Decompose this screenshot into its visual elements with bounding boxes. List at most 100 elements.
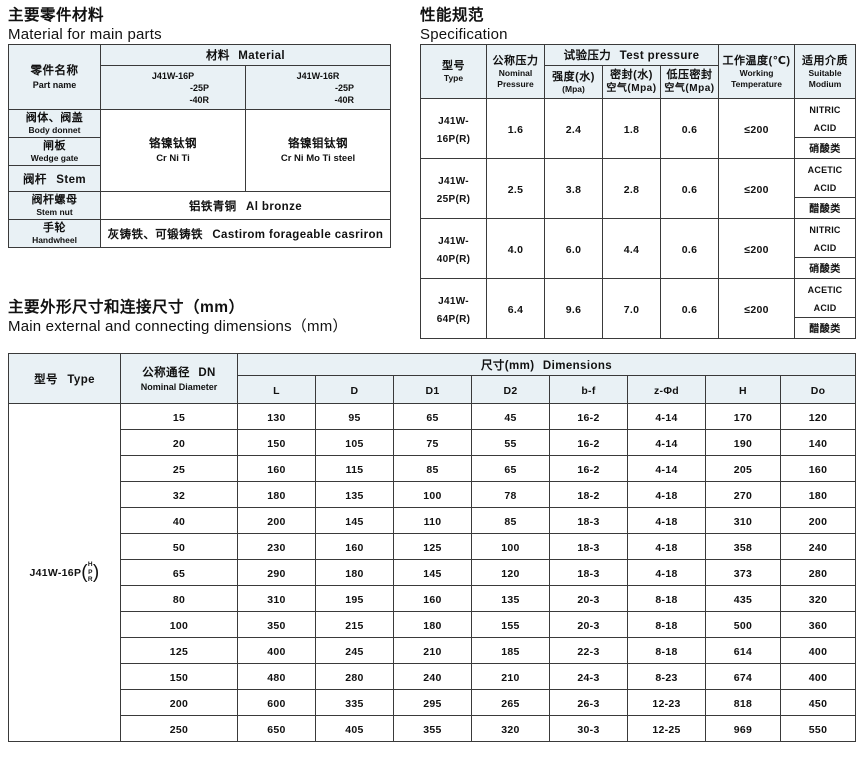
dims-H: 358 <box>705 533 781 560</box>
nominal-diameter-abbr: DN <box>198 367 216 379</box>
L-text: 200 <box>267 515 286 528</box>
dims-D: 245 <box>315 637 394 664</box>
table-row: J41W-16P -25P -40R J41W-16R -25P -40R <box>9 65 391 110</box>
L-text: 350 <box>267 619 286 632</box>
working-temp-cn: 工作温度(℃) <box>722 54 791 67</box>
D-text: 115 <box>345 463 364 476</box>
spec-type-en: Type <box>443 73 464 83</box>
spec-medium-en: NITRIC ACID <box>794 218 857 258</box>
dims-D2: 265 <box>471 689 550 716</box>
D2-text: 135 <box>501 593 520 606</box>
dims-H: 614 <box>705 637 781 664</box>
table-row: 32 180 135 100 78 18-2 4-18 270 180 <box>9 481 857 508</box>
spec-medium-cn-text: 硝酸类 <box>809 144 841 155</box>
dims-D2: 55 <box>471 429 550 456</box>
spec-medium-cn-text: 硝酸类 <box>809 264 841 275</box>
H-text: 969 <box>733 723 753 736</box>
bf-text: 18-3 <box>577 541 600 554</box>
D1-text: 65 <box>426 411 439 424</box>
suitable-medium-en2: Modium <box>808 78 842 89</box>
dims-D: 215 <box>315 611 394 638</box>
specification-table: 型号 Type 公称压力 Nominal Pressure 试验压力 Test … <box>420 44 857 339</box>
dims-L: 290 <box>237 559 316 586</box>
header-col-zd: z-Φd <box>627 375 706 404</box>
suitable-medium-en1: Suitable <box>808 67 842 78</box>
material-col1-value-en: Cr Ni Ti <box>156 152 190 164</box>
dims-zd: 8-23 <box>627 663 706 690</box>
dims-zd: 4-14 <box>627 429 706 456</box>
dims-H: 170 <box>705 403 781 430</box>
dims-Do: 360 <box>779 611 857 638</box>
dims-D2: 185 <box>471 637 550 664</box>
Do-text: 180 <box>808 489 828 502</box>
dims-D1: 355 <box>393 715 472 742</box>
dimensions-group-en: Dimensions <box>542 359 613 372</box>
material-col1-line2: -25P <box>189 82 209 93</box>
header-strength-water: 强度(水) (Mpa) <box>544 65 603 99</box>
dims-Do: 200 <box>779 507 857 534</box>
dims-L: 200 <box>237 507 316 534</box>
materials-section-heading: 主要零件材料 Material for main parts <box>8 6 162 44</box>
header-nominal-diameter: 公称通径 DN Nominal Diameter <box>120 353 238 404</box>
Do-text: 550 <box>808 723 828 736</box>
dims-bf: 18-3 <box>549 559 628 586</box>
header-suitable-medium: 适用介质 Suitable Modium <box>794 44 857 99</box>
col-label-D2: D2 <box>503 384 518 397</box>
lowseal-cn: 低压密封 <box>666 69 713 81</box>
H-text: 270 <box>733 489 753 502</box>
D1-text: 145 <box>423 567 442 580</box>
dn-text: 80 <box>172 593 186 606</box>
dims-H: 674 <box>705 663 781 690</box>
spec-seal-text: 4.4 <box>623 243 640 256</box>
stem-cn: 阀杆 <box>23 173 47 186</box>
dims-dn: 25 <box>120 455 238 482</box>
wedge-gate-en: Wedge gate <box>30 153 79 163</box>
spec-nominal-value: 6.4 <box>486 278 545 339</box>
dims-bf: 20-3 <box>549 611 628 638</box>
dims-bf: 26-3 <box>549 689 628 716</box>
dims-D1: 125 <box>393 533 472 560</box>
table-row: 100 350 215 180 155 20-3 8-18 500 360 <box>9 611 857 638</box>
material-value-col1: 铬镍钛钢 Cr Ni Ti <box>100 109 246 192</box>
material-value-col2: 铬镍钼钛钢 Cr Ni Mo Ti steel <box>245 109 391 192</box>
table-row: 80 310 195 160 135 20-3 8-18 435 320 <box>9 585 857 612</box>
materials-title-en: Material for main parts <box>8 26 162 43</box>
dims-D2: 100 <box>471 533 550 560</box>
stem-nut-cn: 阀杆螺母 <box>31 194 78 206</box>
zd-text: 8-18 <box>655 645 678 658</box>
dn-text: 200 <box>169 697 189 710</box>
dims-D1: 65 <box>393 403 472 430</box>
H-text: 818 <box>733 697 753 710</box>
dims-dn: 40 <box>120 507 238 534</box>
D-text: 180 <box>345 567 364 580</box>
dims-H: 818 <box>705 689 781 716</box>
H-text: 373 <box>733 567 753 580</box>
L-text: 180 <box>267 489 286 502</box>
dims-D1: 180 <box>393 611 472 638</box>
L-text: 600 <box>267 697 286 710</box>
spec-temp-text: ≤200 <box>744 123 769 136</box>
dims-dn: 65 <box>120 559 238 586</box>
Do-text: 160 <box>808 463 828 476</box>
dims-dn: 15 <box>120 403 238 430</box>
L-text: 650 <box>267 723 286 736</box>
stem-nut-value-en: Al bronze <box>246 200 303 213</box>
table-row: 阀杆 Stem <box>8 165 391 192</box>
material-col1-line1: J41W-16P <box>151 70 195 81</box>
spec-temp-value: ≤200 <box>718 158 796 219</box>
Do-text: 320 <box>808 593 828 606</box>
header-col-D1: D1 <box>393 375 472 404</box>
dims-D1: 145 <box>393 559 472 586</box>
dims-D2: 45 <box>471 403 550 430</box>
Do-text: 450 <box>808 697 828 710</box>
material-label-en: Material <box>238 50 285 62</box>
zd-text: 4-18 <box>655 489 678 502</box>
dims-zd: 4-14 <box>627 403 706 430</box>
dims-dn: 200 <box>120 689 238 716</box>
spec-lowseal-value: 0.6 <box>659 98 720 159</box>
dims-type-cn: 型号 <box>34 373 58 386</box>
dn-text: 125 <box>169 645 189 658</box>
nominal-pressure-en1: Nominal <box>498 67 533 78</box>
table-row: 25 160 115 85 65 16-2 4-14 205 160 <box>9 455 857 482</box>
dims-D: 405 <box>315 715 394 742</box>
